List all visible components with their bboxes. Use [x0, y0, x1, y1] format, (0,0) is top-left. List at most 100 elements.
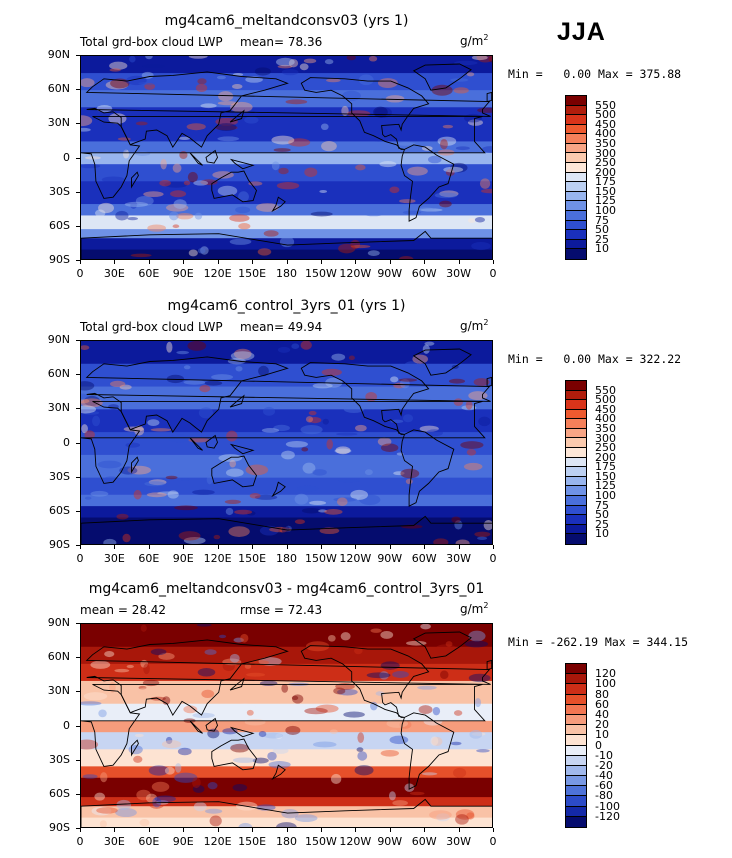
map-speckle [164, 766, 175, 775]
map-speckle [442, 124, 454, 129]
map-speckle [453, 87, 469, 94]
map-speckle [271, 135, 295, 145]
map-speckle [417, 685, 437, 690]
map-speckle [471, 241, 491, 251]
map-speckle [263, 230, 279, 237]
map-speckle [434, 644, 457, 655]
map-speckle [146, 492, 167, 498]
colorbar-swatch [566, 467, 586, 477]
map-speckle [315, 704, 339, 713]
map-speckle [370, 628, 382, 633]
map-speckle [346, 56, 356, 61]
map-speckle [300, 341, 312, 350]
colorbar-swatch [566, 457, 586, 468]
x-tick-label: 180 [276, 267, 297, 280]
map-speckle [276, 822, 297, 827]
colorbar-label: 350 [595, 421, 616, 435]
y-tick [76, 157, 80, 159]
map-speckle [150, 648, 167, 656]
map-speckle [431, 84, 453, 96]
map-speckle [451, 516, 461, 523]
map-speckle [379, 671, 389, 680]
colorbar-swatch [566, 419, 586, 429]
y-tick [76, 89, 80, 91]
map-speckle [187, 171, 198, 183]
coastline [85, 639, 491, 716]
coastline [131, 739, 139, 757]
x-tick-label: 30E [103, 835, 125, 848]
map-speckle [147, 419, 160, 426]
map-speckle [450, 78, 469, 82]
y-tick-label: 60N [47, 367, 70, 381]
x-tick [389, 260, 391, 264]
map-speckle [186, 123, 206, 131]
map-speckle [380, 749, 400, 757]
y-tick-label: 90N [47, 48, 70, 61]
map-speckle [467, 421, 490, 431]
colorbar-label: -20 [595, 758, 613, 772]
map-speckle [357, 732, 365, 744]
colorbar-label: 75 [595, 498, 609, 512]
x-tick-label: 180 [276, 552, 297, 565]
map-band [81, 777, 492, 798]
map-speckle [485, 497, 492, 505]
map-speckle [468, 630, 486, 642]
map-speckle [138, 685, 147, 690]
map-speckle [320, 123, 329, 131]
season-label: JJA [557, 18, 606, 46]
colorbar-label: 25 [595, 232, 609, 246]
map-speckle [169, 211, 179, 221]
map-speckle [474, 217, 486, 223]
map-speckle [213, 534, 221, 540]
map-speckle [479, 178, 491, 189]
map-speckle [111, 797, 127, 803]
x-tick [320, 545, 322, 549]
map-speckle [247, 511, 256, 516]
colorbar-label: 75 [595, 213, 609, 227]
colorbar-swatch [566, 524, 586, 535]
map-speckle [425, 429, 443, 437]
map-speckle [104, 650, 115, 658]
colorbar-swatch [566, 765, 586, 777]
map-speckle [136, 687, 159, 695]
map-speckle [175, 763, 182, 773]
map-speckle [418, 705, 433, 714]
coastline [189, 152, 203, 166]
colorbar-label: 450 [595, 402, 616, 416]
x-tick-label: 60W [411, 552, 437, 565]
x-tick-label: 60E [138, 552, 160, 565]
x-tick [493, 828, 494, 832]
coastline [211, 738, 258, 771]
map-speckle [143, 191, 164, 198]
colorbar-swatch [566, 684, 586, 695]
colorbar-label: 50 [595, 223, 609, 237]
colorbar-swatch [566, 172, 586, 183]
coastline [189, 720, 203, 734]
map-speckle [390, 376, 399, 383]
map-speckle [481, 146, 492, 153]
map-speckle [354, 647, 363, 655]
map-speckle [138, 81, 157, 85]
map-speckle [115, 210, 129, 221]
panel-1-left-label: Total grd-box cloud LWP [80, 35, 223, 49]
panel-2-units-exponent: 2 [483, 318, 489, 327]
colorbar-swatch [566, 400, 586, 410]
map-speckle [134, 151, 151, 156]
map-speckle [204, 649, 217, 655]
panel-1-colorbar [565, 95, 587, 260]
map-speckle [329, 729, 338, 735]
map-speckle [217, 185, 238, 197]
map-speckle [455, 539, 470, 544]
x-tick-label: 0 [489, 552, 497, 565]
x-tick [80, 260, 81, 264]
coastline [189, 437, 203, 451]
map-speckle [99, 820, 107, 827]
map-speckle [150, 428, 172, 432]
map-speckle [267, 751, 277, 761]
map-speckle [188, 249, 198, 257]
map-speckle [199, 384, 211, 393]
map-speckle [305, 416, 314, 423]
map-speckle [216, 75, 226, 80]
x-tick-label: 90E [172, 835, 194, 848]
map-speckle [212, 171, 234, 179]
